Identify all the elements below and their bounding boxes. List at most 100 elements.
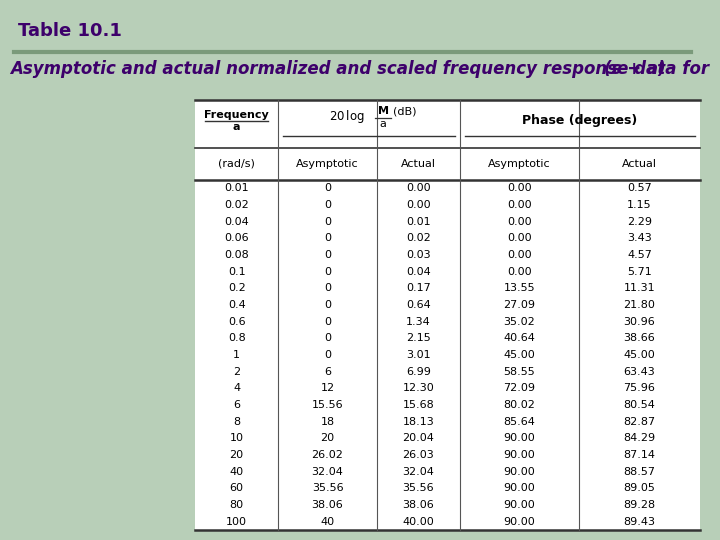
Text: 75.96: 75.96 (624, 383, 655, 393)
Text: 27.09: 27.09 (503, 300, 536, 310)
Text: 72.09: 72.09 (503, 383, 536, 393)
Text: 85.64: 85.64 (503, 417, 536, 427)
Text: 82.87: 82.87 (624, 417, 655, 427)
Text: 40.64: 40.64 (503, 333, 536, 343)
Text: 0.8: 0.8 (228, 333, 246, 343)
Text: 2.15: 2.15 (406, 333, 431, 343)
Text: 0.01: 0.01 (225, 184, 249, 193)
Text: 30.96: 30.96 (624, 316, 655, 327)
Text: 40: 40 (230, 467, 244, 477)
Text: 89.43: 89.43 (624, 517, 655, 526)
Text: 1: 1 (233, 350, 240, 360)
Text: (dB): (dB) (393, 106, 417, 116)
Text: Table 10.1: Table 10.1 (18, 22, 122, 40)
Text: 80.54: 80.54 (624, 400, 655, 410)
Text: 38.66: 38.66 (624, 333, 655, 343)
Text: 13.55: 13.55 (504, 284, 535, 293)
Text: 80.02: 80.02 (503, 400, 536, 410)
Text: 0: 0 (324, 300, 331, 310)
Text: 35.56: 35.56 (402, 483, 434, 494)
Text: M: M (378, 106, 389, 116)
Text: 11.31: 11.31 (624, 284, 655, 293)
Text: 89.05: 89.05 (624, 483, 655, 494)
Text: 15.56: 15.56 (312, 400, 343, 410)
Text: 60: 60 (230, 483, 243, 494)
Text: $\mathregular{20\,log}$: $\mathregular{20\,log}$ (328, 108, 364, 125)
Text: 0.08: 0.08 (225, 250, 249, 260)
Text: 0.02: 0.02 (406, 233, 431, 244)
Text: 26.03: 26.03 (402, 450, 434, 460)
Text: 20: 20 (230, 450, 244, 460)
Text: 10: 10 (230, 433, 243, 443)
Text: 0.04: 0.04 (225, 217, 249, 227)
Text: 20: 20 (320, 433, 335, 443)
Text: (rad/s): (rad/s) (218, 159, 255, 169)
Text: 80: 80 (230, 500, 244, 510)
Text: 90.00: 90.00 (503, 467, 536, 477)
Text: 35.02: 35.02 (503, 316, 536, 327)
Text: 21.80: 21.80 (624, 300, 655, 310)
Text: 6: 6 (324, 367, 331, 377)
Text: 0.00: 0.00 (507, 200, 532, 210)
Text: 0.1: 0.1 (228, 267, 246, 276)
Text: 0: 0 (324, 316, 331, 327)
Text: 0.04: 0.04 (406, 267, 431, 276)
Text: 38.06: 38.06 (312, 500, 343, 510)
Text: a: a (379, 119, 387, 129)
Text: 32.04: 32.04 (312, 467, 343, 477)
Text: 3.01: 3.01 (406, 350, 431, 360)
Text: 4.57: 4.57 (627, 250, 652, 260)
Text: 0.00: 0.00 (507, 233, 532, 244)
Text: 90.00: 90.00 (503, 483, 536, 494)
Text: 63.43: 63.43 (624, 367, 655, 377)
Text: 0: 0 (324, 233, 331, 244)
Text: 26.02: 26.02 (312, 450, 343, 460)
Text: 18: 18 (320, 417, 335, 427)
Text: 0.01: 0.01 (406, 217, 431, 227)
Text: 0.00: 0.00 (507, 217, 532, 227)
Text: 0.02: 0.02 (225, 200, 249, 210)
Text: 0.00: 0.00 (406, 184, 431, 193)
Text: Asymptotic and actual normalized and scaled frequency response data for: Asymptotic and actual normalized and sca… (10, 60, 715, 78)
Text: 90.00: 90.00 (503, 517, 536, 526)
Text: 0: 0 (324, 217, 331, 227)
Text: 89.28: 89.28 (624, 500, 655, 510)
Text: 6: 6 (233, 400, 240, 410)
Text: 40: 40 (320, 517, 335, 526)
Text: 0: 0 (324, 200, 331, 210)
Text: 45.00: 45.00 (503, 350, 536, 360)
Text: Actual: Actual (401, 159, 436, 169)
Text: 3.43: 3.43 (627, 233, 652, 244)
Text: 0: 0 (324, 333, 331, 343)
Text: 87.14: 87.14 (624, 450, 655, 460)
Text: 0: 0 (324, 184, 331, 193)
Text: 0.00: 0.00 (406, 200, 431, 210)
Text: 0.06: 0.06 (225, 233, 249, 244)
Text: 0.4: 0.4 (228, 300, 246, 310)
Text: 90.00: 90.00 (503, 450, 536, 460)
Text: Actual: Actual (622, 159, 657, 169)
Bar (195, 100, 700, 530)
Text: 6.99: 6.99 (406, 367, 431, 377)
Text: 20.04: 20.04 (402, 433, 434, 443)
Text: 12: 12 (320, 383, 335, 393)
Text: a: a (233, 122, 240, 132)
Text: 0: 0 (324, 284, 331, 293)
Text: 2.29: 2.29 (627, 217, 652, 227)
Text: 84.29: 84.29 (624, 433, 655, 443)
Text: (s + a): (s + a) (604, 60, 666, 78)
Text: 58.55: 58.55 (503, 367, 536, 377)
Text: 35.56: 35.56 (312, 483, 343, 494)
Text: Phase (degrees): Phase (degrees) (523, 114, 638, 127)
Text: 8: 8 (233, 417, 240, 427)
Text: 2: 2 (233, 367, 240, 377)
Text: 5.71: 5.71 (627, 267, 652, 276)
Text: 38.06: 38.06 (402, 500, 434, 510)
Text: 90.00: 90.00 (503, 433, 536, 443)
Text: 4: 4 (233, 383, 240, 393)
Text: 100: 100 (226, 517, 247, 526)
Text: Asymptotic: Asymptotic (296, 159, 359, 169)
Text: 1.15: 1.15 (627, 200, 652, 210)
Text: 0.00: 0.00 (507, 250, 532, 260)
Text: 0.6: 0.6 (228, 316, 246, 327)
